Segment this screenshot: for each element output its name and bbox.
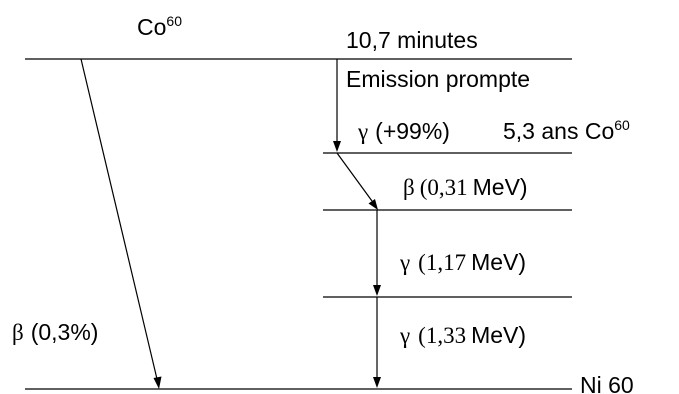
- arrow-beta-main: [336, 152, 378, 210]
- ni60-label: Ni 60: [580, 372, 634, 394]
- arrow-beta-minor: [80, 58, 162, 389]
- arrow-gamma-prompt: [333, 59, 341, 152]
- gamma-prompt-label: γ (+99%): [357, 118, 450, 144]
- beta-minor-branch-label: β (0,3%): [12, 319, 98, 345]
- gamma-1-energy-label: γ (1,17 MeV): [399, 249, 526, 275]
- half-life-label: 10,7 minutes: [346, 27, 478, 53]
- gamma-2-energy-label: γ (1,33 MeV): [399, 322, 526, 348]
- arrow-gamma-2: [373, 297, 381, 388]
- beta-energy-label: β (0,31 MeV): [403, 174, 528, 200]
- co60-state-label: 5,3 ans Co60: [503, 117, 630, 144]
- prompt-emission-label: Emission prompte: [346, 66, 530, 92]
- arrow-gamma-1: [373, 210, 381, 296]
- co60-top-label: Co60: [137, 13, 182, 40]
